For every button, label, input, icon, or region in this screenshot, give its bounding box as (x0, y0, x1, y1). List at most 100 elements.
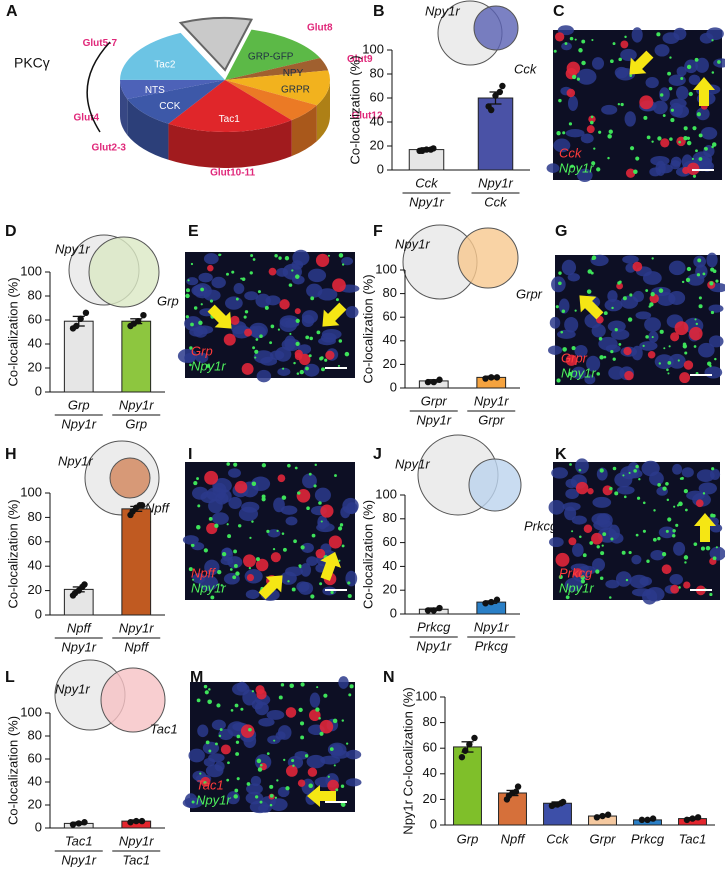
green-dot (618, 280, 622, 284)
green-dot (252, 258, 256, 261)
y-axis-label: Co-localization (%) (5, 499, 20, 608)
data-point (604, 811, 612, 818)
nucleus (627, 469, 643, 479)
data-point (75, 820, 82, 827)
green-dot (341, 719, 344, 722)
green-dot (633, 469, 637, 473)
green-dot (313, 484, 317, 488)
nucleus (696, 469, 715, 482)
green-dot (618, 342, 622, 346)
green-dot (678, 586, 681, 589)
green-dot (694, 318, 697, 321)
y-tick-label: 100 (362, 41, 384, 56)
green-dot (188, 567, 193, 572)
green-dot (236, 734, 241, 739)
green-dot (709, 592, 713, 597)
green-dot (233, 794, 238, 799)
nucleus (549, 316, 561, 329)
nucleus (649, 167, 662, 177)
green-dot (287, 580, 290, 583)
green-dot (645, 335, 649, 339)
panel-letter: N (383, 669, 395, 686)
green-dot (203, 781, 207, 785)
panel-letter: B (373, 3, 385, 20)
green-dot (227, 534, 232, 539)
x-tick-label: Prkcg (417, 619, 451, 634)
green-dot (683, 135, 688, 141)
green-dot (682, 344, 688, 349)
nucleus (586, 355, 601, 372)
x-tick-label: Npff (67, 620, 92, 635)
x-tick-label: Grp (125, 416, 147, 431)
nucleus (309, 692, 321, 708)
nucleus (571, 515, 587, 525)
y-tick-label: 20 (370, 137, 384, 152)
red-cell (244, 328, 253, 337)
venn-label: Cck (514, 61, 538, 76)
green-dot (292, 764, 295, 767)
nucleus (223, 573, 240, 585)
green-dot (196, 698, 201, 703)
nucleus (564, 577, 583, 592)
data-point (77, 315, 84, 322)
red-cell (309, 709, 321, 722)
green-dot (214, 523, 219, 529)
nucleus (253, 350, 274, 364)
venn-label: Grp (157, 293, 179, 308)
data-point (127, 819, 134, 826)
nucleus (650, 550, 665, 561)
green-dot (574, 309, 577, 312)
y-tick-label: 60 (383, 309, 397, 324)
pie-slice-side (168, 120, 292, 168)
green-dot (683, 126, 688, 131)
green-dot (698, 296, 702, 300)
green-dot (319, 582, 323, 586)
green-dot (698, 157, 703, 161)
y-axis-label: Co-localization (%) (5, 716, 20, 825)
y-axis-label: Co-localization (%) (5, 277, 20, 386)
green-dot (651, 336, 654, 339)
green-dot (627, 317, 633, 322)
panel-letter: A (6, 3, 18, 20)
green-dot (280, 683, 285, 687)
panel-letter: H (5, 446, 17, 463)
red-cell (294, 352, 303, 361)
venn-circle (88, 236, 160, 308)
red-cell (220, 744, 231, 755)
green-dot (658, 288, 664, 293)
nucleus (635, 311, 652, 320)
green-dot (666, 368, 669, 372)
green-dot (316, 330, 321, 335)
arrow (694, 513, 716, 542)
nucleus (203, 289, 221, 302)
data-point (82, 309, 90, 316)
data-point (424, 607, 432, 614)
green-dot (293, 361, 296, 365)
panel-letter: D (5, 223, 17, 240)
y-tick-label: 20 (383, 582, 397, 597)
red-cell (587, 488, 594, 495)
green-dot (711, 39, 714, 42)
x-tick-label: Npy1r (409, 194, 444, 209)
nucleus (303, 363, 320, 377)
green-dot (685, 277, 691, 283)
slice-outer-label: Glut9 (347, 54, 373, 65)
nucleus (614, 66, 629, 79)
nucleus (654, 354, 674, 370)
green-dot (698, 304, 703, 309)
green-dot (696, 112, 702, 117)
green-dot (347, 581, 351, 585)
green-dot (189, 363, 192, 367)
green-dot (596, 167, 601, 172)
nucleus (698, 482, 717, 495)
green-dot (299, 721, 305, 726)
green-dot (327, 254, 331, 257)
nucleus (258, 804, 272, 813)
red-cell (676, 136, 686, 147)
y-tick-label: 80 (423, 714, 437, 729)
arrow (207, 304, 232, 329)
red-cell (647, 350, 656, 359)
nucleus (576, 168, 593, 183)
green-dot (667, 372, 670, 375)
red-cell (573, 568, 583, 578)
